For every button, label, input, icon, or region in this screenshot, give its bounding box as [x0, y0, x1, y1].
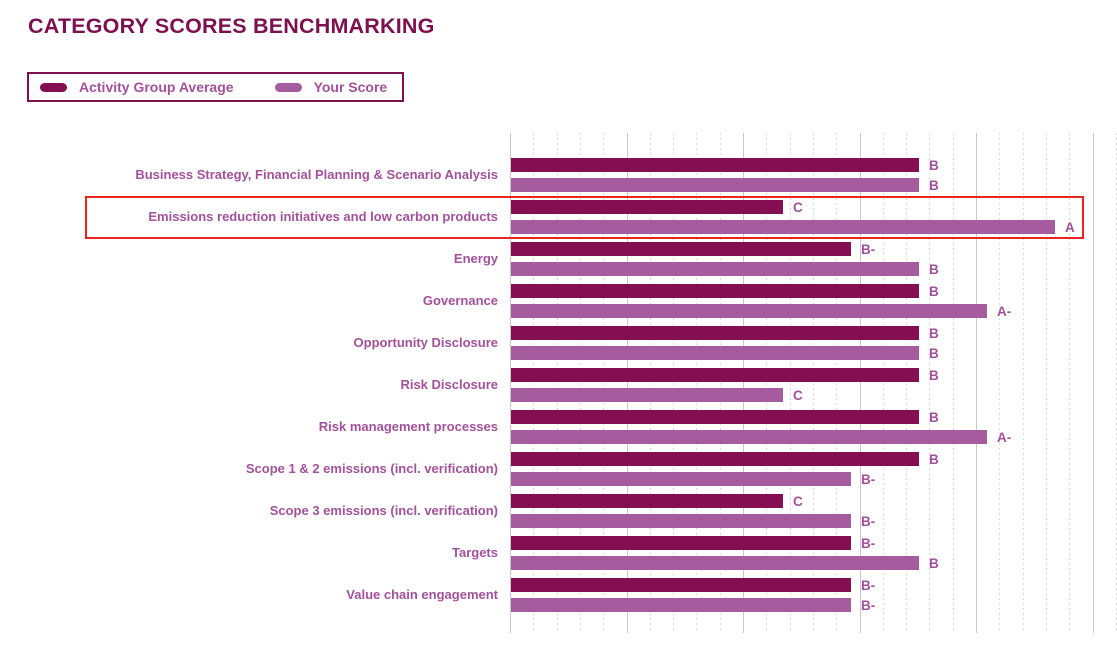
- grade-label: B-: [861, 536, 876, 551]
- grade-label: B-: [861, 578, 876, 593]
- legend-item-activity-group-average: Activity Group Average: [40, 79, 234, 95]
- minor-gridline: [836, 133, 837, 633]
- grade-label: B: [929, 556, 939, 571]
- grade-label: A: [1065, 220, 1075, 235]
- your-score-bar-4: [511, 304, 987, 318]
- your-score-bar-8: [511, 472, 851, 486]
- major-gridline: [627, 133, 628, 633]
- grade-label: A-: [997, 304, 1012, 319]
- minor-gridline: [557, 133, 558, 633]
- category-label: Targets: [452, 545, 498, 560]
- grade-label: B: [929, 262, 939, 277]
- average-bar-11: [511, 578, 851, 592]
- grade-label: B: [929, 452, 939, 467]
- grade-label: B: [929, 158, 939, 173]
- average-bar-5: [511, 326, 919, 340]
- page-title: CATEGORY SCORES BENCHMARKING: [28, 14, 435, 38]
- minor-gridline: [813, 133, 814, 633]
- minor-gridline: [790, 133, 791, 633]
- your-score-bar-2: [511, 220, 1055, 234]
- average-bar-6: [511, 368, 919, 382]
- category-label: Scope 3 emissions (incl. verification): [269, 503, 498, 518]
- category-label: Risk Disclosure: [400, 377, 498, 392]
- major-gridline: [743, 133, 744, 633]
- grade-label: C: [793, 200, 803, 215]
- grade-label: B-: [861, 598, 876, 613]
- category-label: Business Strategy, Financial Planning & …: [135, 167, 498, 182]
- average-bar-8: [511, 452, 919, 466]
- category-label: Risk management processes: [318, 419, 498, 434]
- major-gridline: [1093, 133, 1094, 633]
- legend-label-your-score: Your Score: [313, 79, 388, 95]
- minor-gridline: [1069, 133, 1070, 633]
- major-gridline: [976, 133, 977, 633]
- average-bar-3: [511, 242, 851, 256]
- your-score-bar-7: [511, 430, 987, 444]
- category-label: Governance: [422, 293, 498, 308]
- minor-gridline: [1023, 133, 1024, 633]
- average-bar-1: [511, 158, 919, 172]
- minor-gridline: [603, 133, 604, 633]
- your-score-bar-9: [511, 514, 851, 528]
- legend-swatch-activity-group-average-icon: [40, 82, 67, 92]
- grade-label: A-: [997, 430, 1012, 445]
- your-score-bar-11: [511, 598, 851, 612]
- grade-label: B-: [861, 242, 876, 257]
- legend-label-activity-group-average: Activity Group Average: [79, 79, 234, 95]
- average-bar-9: [511, 494, 783, 508]
- your-score-bar-1: [511, 178, 919, 192]
- grade-label: B: [929, 326, 939, 341]
- grade-label: B-: [861, 514, 876, 529]
- your-score-bar-3: [511, 262, 919, 276]
- grade-label: B: [929, 346, 939, 361]
- category-label: Energy: [453, 251, 498, 266]
- minor-gridline: [580, 133, 581, 633]
- minor-gridline: [533, 133, 534, 633]
- minor-gridline: [1046, 133, 1047, 633]
- minor-gridline: [953, 133, 954, 633]
- minor-gridline: [673, 133, 674, 633]
- average-bar-4: [511, 284, 919, 298]
- major-gridline: [860, 133, 861, 633]
- average-bar-7: [511, 410, 919, 424]
- minor-gridline: [906, 133, 907, 633]
- legend-item-your-score: Your Score: [274, 79, 388, 95]
- minor-gridline: [929, 133, 930, 633]
- grade-label: B-: [861, 472, 876, 487]
- grade-label: C: [793, 494, 803, 509]
- minor-gridline: [766, 133, 767, 633]
- category-label: Opportunity Disclosure: [353, 335, 498, 350]
- your-score-bar-10: [511, 556, 919, 570]
- minor-gridline: [720, 133, 721, 633]
- chart-legend: Activity Group Average Your Score: [27, 72, 404, 102]
- category-label: Scope 1 & 2 emissions (incl. verificatio…: [245, 461, 498, 476]
- minor-gridline: [883, 133, 884, 633]
- grade-label: B: [929, 410, 939, 425]
- average-bar-2: [511, 200, 783, 214]
- grade-label: B: [929, 178, 939, 193]
- minor-gridline: [999, 133, 1000, 633]
- grade-label: C: [793, 388, 803, 403]
- minor-gridline: [696, 133, 697, 633]
- average-bar-10: [511, 536, 851, 550]
- category-label: Value chain engagement: [346, 587, 498, 602]
- category-label: Emissions reduction initiatives and low …: [148, 209, 498, 224]
- grade-label: B: [929, 368, 939, 383]
- your-score-bar-5: [511, 346, 919, 360]
- legend-swatch-your-score-icon: [274, 82, 302, 92]
- minor-gridline: [650, 133, 651, 633]
- your-score-bar-6: [511, 388, 783, 402]
- grade-label: B: [929, 284, 939, 299]
- major-gridline: [510, 133, 511, 633]
